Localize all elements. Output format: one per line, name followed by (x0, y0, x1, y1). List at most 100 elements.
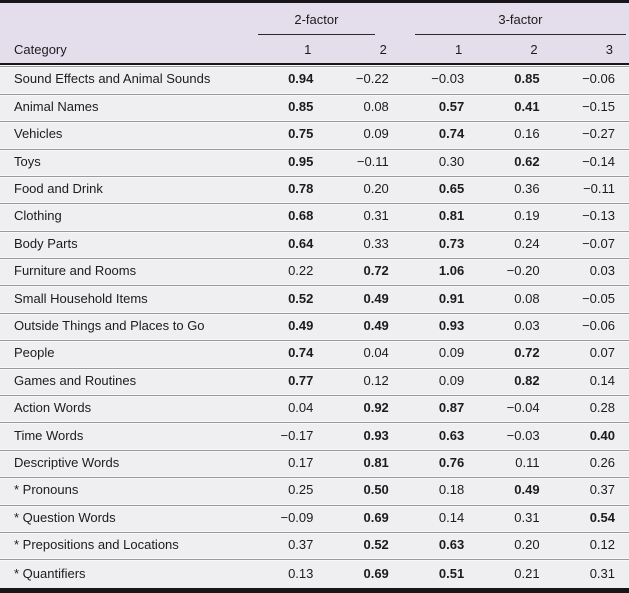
group-header-row: 2-factor 3-factor (0, 2, 629, 36)
loading-value-cell: 0.93 (402, 311, 479, 340)
loading-value-cell: 0.94 (252, 63, 328, 93)
loading-value-cell: 0.11 (478, 448, 554, 477)
table-row: Food and Drink 0.78 0.20 0.65 0.36 −0.11 (0, 174, 629, 203)
loading-value-cell: 0.63 (402, 421, 479, 449)
loading-value-cell: 0.36 (478, 174, 554, 203)
loading-value-cell: 0.14 (553, 366, 629, 395)
table-row: Animal Names 0.85 0.08 0.57 0.41 −0.15 (0, 92, 629, 121)
loading-value-cell: −0.06 (553, 63, 629, 93)
loading-value-cell: 0.12 (553, 530, 629, 559)
table-row: Time Words −0.17 0.93 0.63 −0.03 0.40 (0, 421, 629, 449)
loading-value-cell: 0.49 (327, 311, 403, 340)
loading-value-cell: 0.25 (252, 476, 328, 504)
loading-value-cell: 0.49 (327, 284, 403, 312)
group-header-3factor: 3-factor (403, 2, 629, 36)
loading-value-cell: 0.20 (327, 174, 403, 203)
category-column-header: Category (14, 41, 67, 57)
loading-value-cell: 0.72 (478, 339, 554, 367)
category-cell: Action Words (0, 394, 252, 422)
loading-value-cell: 0.51 (402, 558, 479, 591)
loading-value-cell: −0.14 (553, 147, 629, 175)
loading-value-cell: 0.62 (478, 147, 554, 175)
table-row: Vehicles 0.75 0.09 0.74 0.16 −0.27 (0, 120, 629, 148)
category-cell: * Prepositions and Locations (0, 530, 252, 559)
loading-value-cell: 0.74 (402, 120, 479, 148)
group-header-2factor-label: 2-factor (258, 4, 375, 35)
table-row: Games and Routines 0.77 0.12 0.09 0.82 0.14 (0, 366, 629, 395)
loading-value-cell: 0.14 (402, 503, 479, 531)
category-cell: People (0, 339, 252, 367)
loading-value-cell: −0.05 (553, 284, 629, 312)
loading-value-cell: 1.06 (402, 257, 479, 285)
category-cell: Vehicles (0, 120, 252, 148)
category-cell: Sound Effects and Animal Sounds (0, 63, 252, 93)
loading-value-cell: 0.41 (478, 92, 554, 121)
category-cell: Games and Routines (0, 366, 252, 395)
table-row: * Pronouns 0.25 0.50 0.18 0.49 0.37 (0, 476, 629, 504)
group-header-spacer (0, 2, 252, 36)
factor-column-header: 2 (530, 41, 538, 57)
loading-value-cell: 0.77 (252, 366, 328, 395)
table-row: Outside Things and Places to Go 0.49 0.49 0… (0, 311, 629, 340)
loading-value-cell: 0.87 (402, 394, 479, 422)
category-cell: * Quantifiers (0, 558, 252, 591)
loading-value-cell: 0.64 (252, 229, 328, 258)
loading-value-cell: 0.52 (252, 284, 328, 312)
table-row: Sound Effects and Animal Sounds 0.94 −0.22… (0, 63, 629, 93)
loading-value-cell: 0.19 (478, 202, 554, 230)
loading-value-cell: 0.50 (327, 476, 403, 504)
category-cell: Small Household Items (0, 284, 252, 312)
category-cell: Time Words (0, 421, 252, 449)
loading-value-cell: 0.17 (252, 448, 328, 477)
loading-value-cell: 0.33 (327, 229, 403, 258)
table-row: Body Parts 0.64 0.33 0.73 0.24 −0.07 (0, 229, 629, 258)
loading-value-cell: 0.49 (478, 476, 554, 504)
category-cell: Animal Names (0, 92, 252, 121)
loading-value-cell: 0.74 (252, 339, 328, 367)
loading-value-cell: 0.57 (402, 92, 479, 121)
loading-value-cell: 0.24 (478, 229, 554, 258)
loading-value-cell: 0.73 (402, 229, 479, 258)
loading-value-cell: −0.17 (252, 421, 328, 449)
loading-value-cell: 0.76 (402, 448, 479, 477)
loading-value-cell: 0.82 (478, 366, 554, 395)
loading-value-cell: −0.03 (402, 63, 479, 93)
loading-value-cell: 0.72 (327, 257, 403, 285)
loading-value-cell: 0.52 (327, 530, 403, 559)
loading-value-cell: 0.12 (327, 366, 403, 395)
loading-value-cell: 0.07 (553, 339, 629, 367)
loading-value-cell: 0.26 (553, 448, 629, 477)
loading-value-cell: 0.91 (402, 284, 479, 312)
factor-column-header: 3 (605, 41, 613, 57)
category-cell: Food and Drink (0, 174, 252, 203)
table-row: * Quantifiers 0.13 0.69 0.51 0.21 0.31 (0, 558, 629, 591)
table-row: Clothing 0.68 0.31 0.81 0.19 −0.13 (0, 202, 629, 230)
loading-value-cell: 0.92 (327, 394, 403, 422)
loading-value-cell: −0.27 (553, 120, 629, 148)
loading-value-cell: 0.09 (402, 366, 479, 395)
loading-value-cell: 0.18 (402, 476, 479, 504)
loading-value-cell: 0.08 (327, 92, 403, 121)
loading-value-cell: 0.63 (402, 530, 479, 559)
loading-value-cell: 0.16 (478, 120, 554, 148)
loading-value-cell: 0.30 (402, 147, 479, 175)
loading-value-cell: 0.31 (553, 558, 629, 591)
loading-value-cell: −0.20 (478, 257, 554, 285)
loading-value-cell: 0.08 (478, 284, 554, 312)
loading-value-cell: −0.15 (553, 92, 629, 121)
loading-value-cell: 0.65 (402, 174, 479, 203)
category-cell: Clothing (0, 202, 252, 230)
table-body: Sound Effects and Animal Sounds 0.94 −0.22… (0, 63, 629, 591)
loading-value-cell: 0.09 (327, 120, 403, 148)
loading-value-cell: 0.95 (252, 147, 328, 175)
loading-value-cell: 0.04 (327, 339, 403, 367)
group-header-2factor: 2-factor (252, 2, 403, 36)
factor-column-header: 1 (304, 41, 312, 57)
loading-value-cell: 0.75 (252, 120, 328, 148)
loading-value-cell: 0.04 (252, 394, 328, 422)
table-row: Toys 0.95 −0.11 0.30 0.62 −0.14 (0, 147, 629, 175)
loading-value-cell: 0.22 (252, 257, 328, 285)
loading-value-cell: 0.21 (478, 558, 554, 591)
loading-value-cell: 0.31 (327, 202, 403, 230)
